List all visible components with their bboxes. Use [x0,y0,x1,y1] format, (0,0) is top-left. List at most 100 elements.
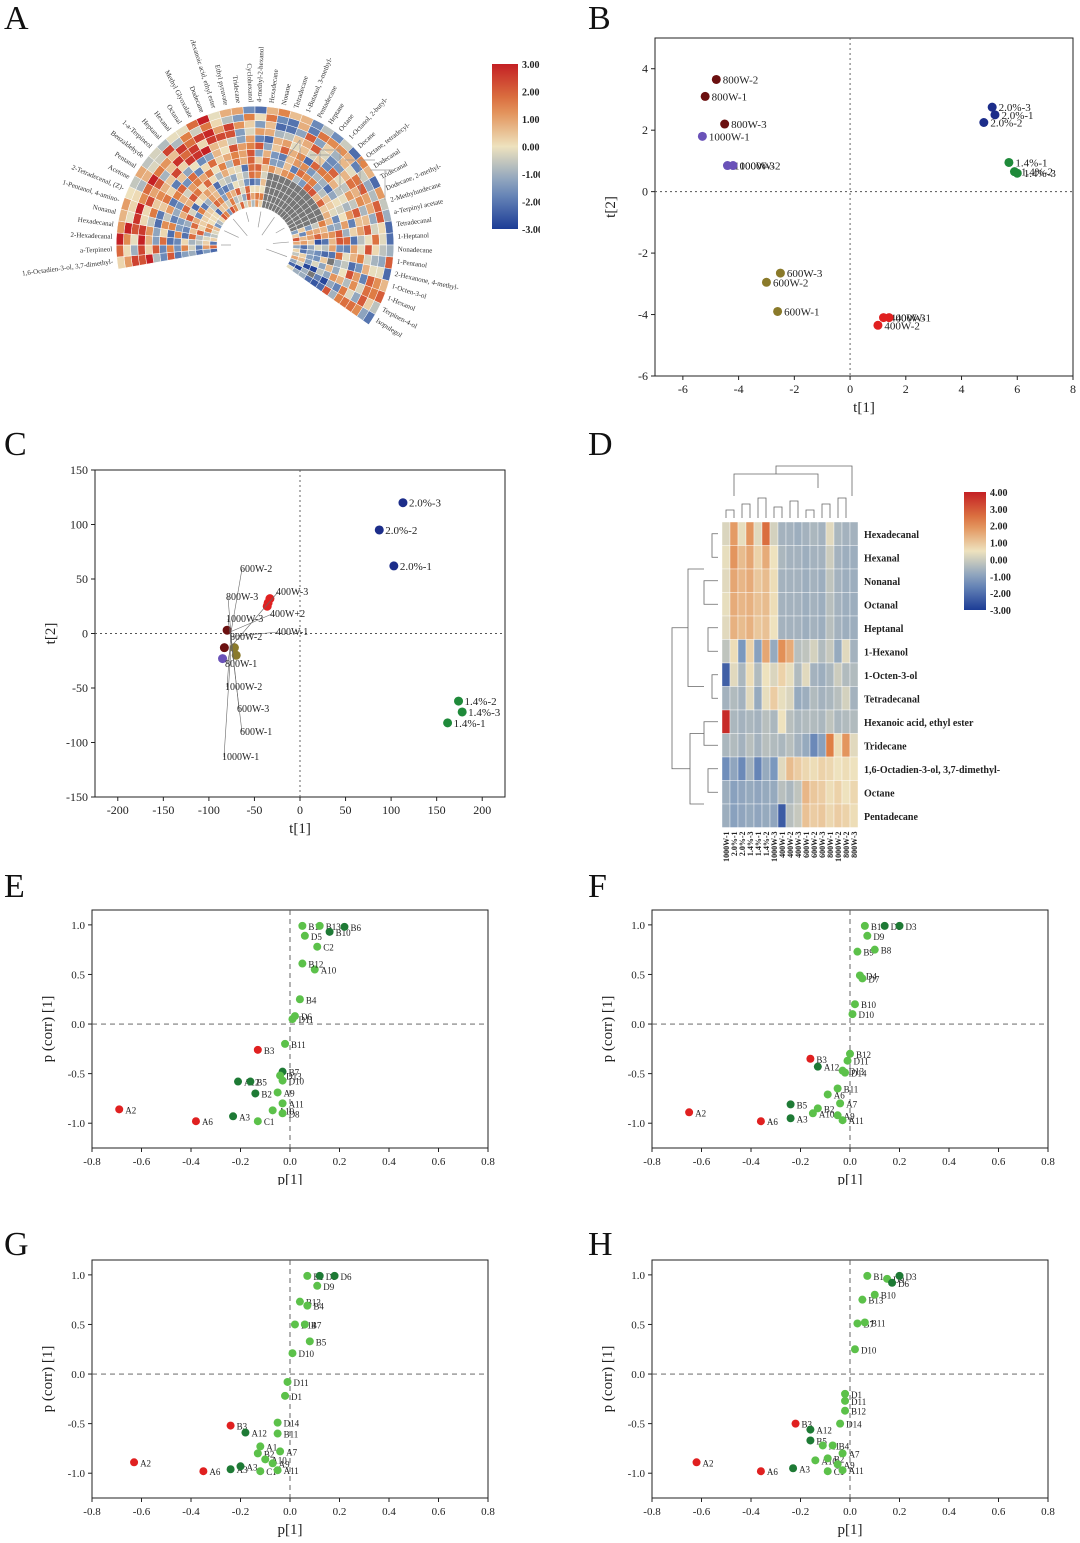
row-label: Tridecane [864,741,907,752]
data-point [833,1084,842,1093]
row-label: Hexanal [864,553,900,564]
heatmap-cell [761,639,771,664]
x-tick-label: -0.8 [643,1506,661,1518]
heatmap-cell [777,545,787,570]
x-tick-label: -0.6 [693,1506,711,1518]
data-point [685,1108,694,1117]
callout-line [223,646,232,758]
row-dendrogram-branch [711,533,718,558]
data-point [761,277,771,287]
point-label: B13 [326,922,342,932]
heatmap-cell [825,709,835,734]
heatmap-cell [761,662,771,687]
heatmap-cell [769,756,779,781]
data-point [863,1271,872,1280]
data-point [789,1464,798,1473]
data-point [853,1319,862,1328]
heatmap-cell [721,780,731,805]
heatmap-cell [357,244,366,255]
point-label: B4 [306,995,317,1005]
heatmap-cell [817,592,827,617]
heatmap-cell [761,709,771,734]
point-label: B11 [844,1085,859,1095]
y-tick-label: -1.0 [68,1468,86,1480]
heatmap-cell [753,709,763,734]
ring-label: Hexadecanal [77,216,114,229]
x-tick-label: -200 [107,803,129,817]
point-label: 2.0%-3 [409,498,442,510]
heatmap-cell [152,226,162,237]
data-point [303,1301,312,1310]
heatmap-cell [250,192,256,201]
heatmap-cell [785,733,795,758]
data-point [290,1320,299,1329]
callout-label: 600W-1 [240,727,272,738]
heatmap-cell [254,113,267,122]
colorbar-tick-label: -3.00 [522,225,540,236]
point-label: A11 [849,1466,864,1476]
panel-label-d: D [588,426,613,463]
heatmap-cell [777,780,787,805]
point-label: A12 [824,1063,840,1073]
point-label: D9 [893,1275,904,1285]
colorbar [964,492,986,610]
data-point [823,1090,832,1099]
callout-label: 1000W-1 [222,752,259,763]
heatmap-cell [292,240,301,246]
heatmap-cell [817,615,827,640]
column-label: 1.4%-1 [754,832,763,857]
data-point [273,1429,282,1438]
y-tick-label: 1.0 [631,1270,645,1282]
x-axis-label: t[1] [289,821,311,837]
data-point [256,1442,265,1451]
heatmap-cell [240,163,249,173]
point-label: B11 [284,1430,299,1440]
data-point [846,1049,854,1058]
heatmap-cell [243,113,256,122]
data-point [811,1456,820,1465]
heatmap-cell [769,709,779,734]
heatmap-cell [809,662,819,687]
callout-label: 1000W-2 [225,682,262,693]
heatmap-cell [817,686,827,711]
panel-label-e: E [4,868,25,905]
column-dendrogram-branch [789,500,799,518]
x-tick-label: -100 [198,803,220,817]
data-point [823,1454,832,1463]
heatmap-cell [116,220,126,234]
heatmap-cell [254,177,262,186]
point-label: D6 [301,1012,312,1022]
point-label: D6 [898,1279,909,1289]
y-tick-label: 0.5 [631,969,645,981]
data-point [253,1117,262,1126]
heatmap-cell [817,756,827,781]
heatmap-cell [793,592,803,617]
heatmap-cell [349,235,359,246]
y-axis-label: p (corr) [1] [40,996,56,1063]
colorbar-tick-label: 0.00 [522,143,540,154]
point-label: B9 [863,948,874,958]
column-label: 800W-3 [850,832,859,858]
x-tick-label: 0.8 [481,1506,495,1518]
callout-line [230,591,279,647]
callout-line [227,596,232,637]
data-point [281,1039,290,1048]
y-tick-label: -6 [638,369,648,383]
heatmap-cell [737,615,747,640]
point-label: 1000W-2 [740,161,781,173]
point-label: 400W-3 [890,313,926,325]
y-axis-label: p (corr) [1] [40,1346,56,1413]
data-point [880,921,889,930]
point-label: D14 [284,1419,300,1429]
x-tick-label: 150 [428,803,446,817]
heatmap-cell [745,780,755,805]
heatmap-cell [721,756,731,781]
heatmap-cell [833,780,843,805]
heatmap-cell [745,568,755,593]
data-point [268,1106,277,1115]
point-label: B3 [237,1422,248,1432]
y-tick-label: -150 [66,790,88,804]
data-point [303,1271,312,1280]
point-label: 2.0%-2 [385,525,417,537]
heatmap-cell [777,733,787,758]
